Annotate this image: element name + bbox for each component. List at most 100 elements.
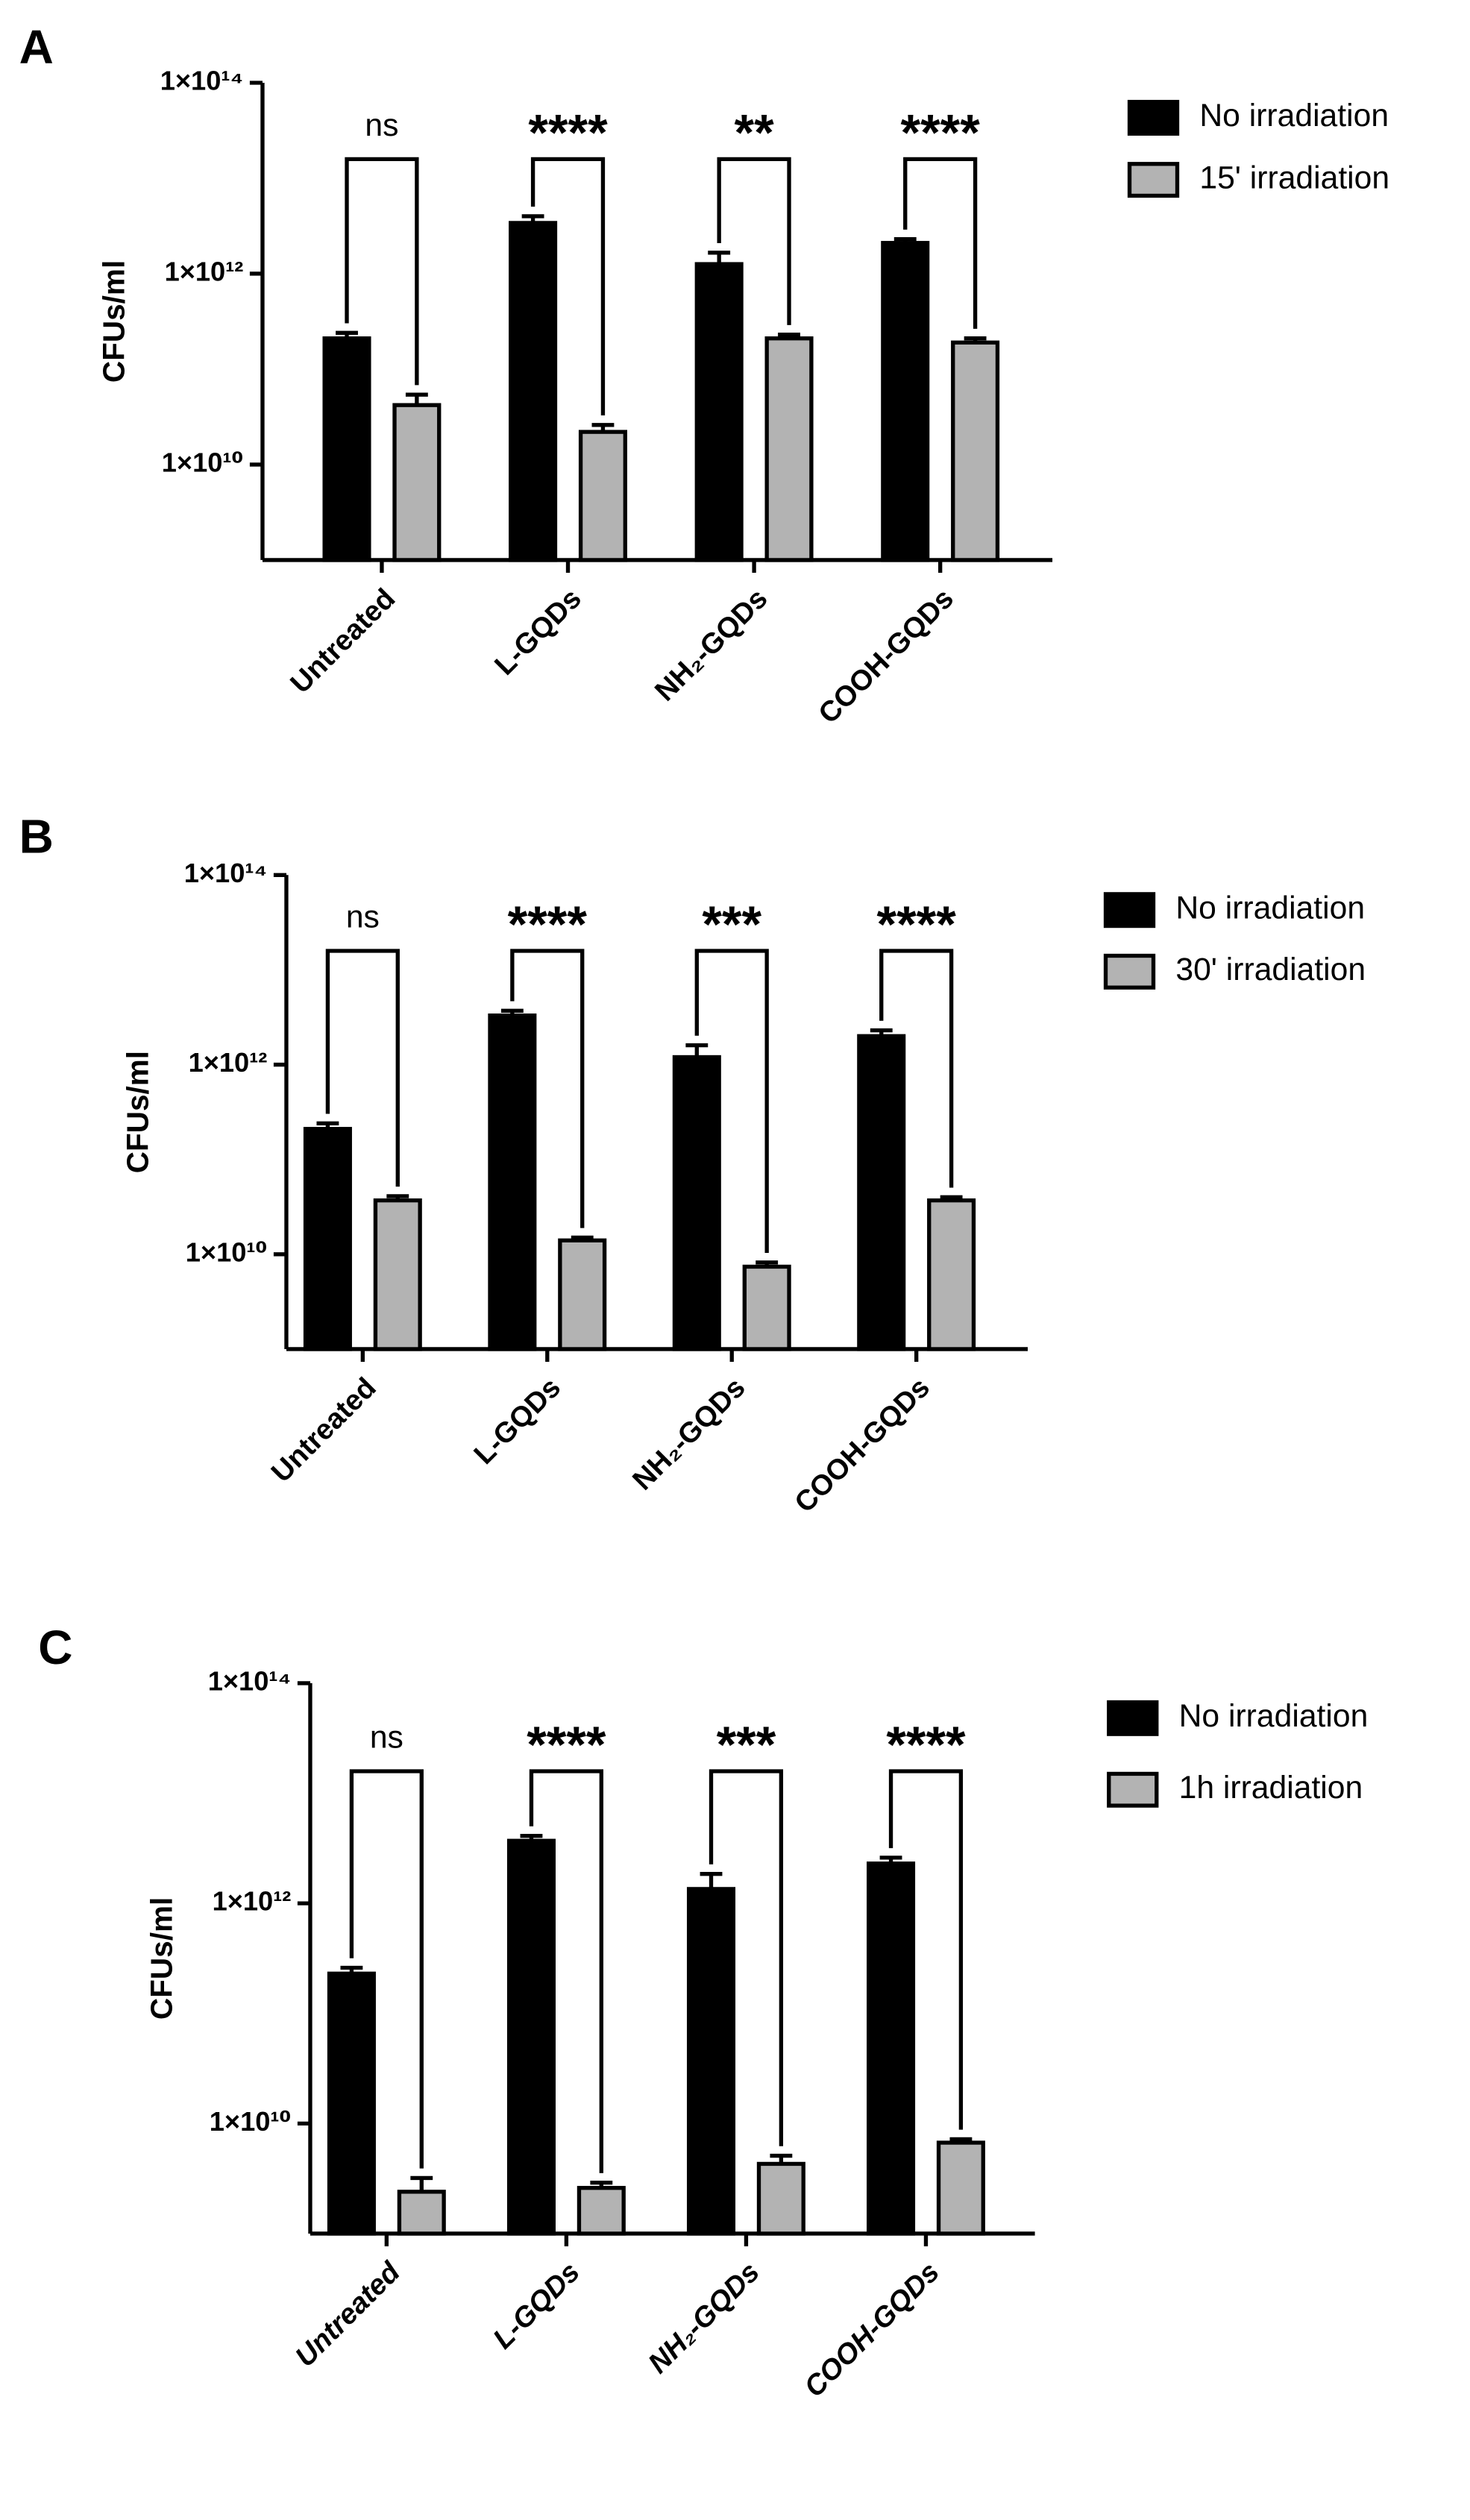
significance-bracket xyxy=(888,1769,964,2130)
error-bar xyxy=(500,1008,524,1016)
error-bar xyxy=(778,332,800,339)
error-bar xyxy=(571,1235,594,1241)
error-bar xyxy=(520,1834,543,1841)
legend-swatch xyxy=(1103,892,1156,928)
bar xyxy=(578,430,627,562)
bar xyxy=(303,1127,352,1351)
error-bar xyxy=(870,1028,893,1037)
legend-label: 1h irradiation xyxy=(1179,1770,1363,1806)
bar xyxy=(322,336,371,562)
bar xyxy=(742,1264,791,1351)
bar xyxy=(392,403,442,562)
significance-bracket xyxy=(345,157,419,386)
legend-label: No irradiation xyxy=(1175,890,1365,926)
legend-label: No irradiation xyxy=(1199,98,1389,133)
y-tick-label: 1×10¹⁰ xyxy=(162,447,244,478)
x-tick-label: NH₂-GQDs xyxy=(626,1371,752,1497)
significance-label: ns xyxy=(346,899,380,935)
significance-bracket xyxy=(529,1769,603,2173)
bar xyxy=(506,1838,556,2236)
x-tick-label: COOH-GQDs xyxy=(798,2256,946,2404)
bar xyxy=(867,1861,916,2236)
legend-swatch xyxy=(1107,1771,1159,1808)
significance-label: **** xyxy=(877,896,957,953)
bar xyxy=(857,1034,906,1351)
error-bar xyxy=(685,1043,709,1058)
x-tick-label: Untreated xyxy=(284,582,401,700)
error-bar xyxy=(521,214,544,223)
legend-label: 30' irradiation xyxy=(1175,952,1366,987)
y-tick-label: 1×10¹⁴ xyxy=(160,66,244,96)
error-bar xyxy=(336,330,358,339)
panel-label: A xyxy=(19,20,54,74)
bar xyxy=(327,1971,376,2236)
bar xyxy=(936,2140,985,2236)
significance-bracket xyxy=(879,949,954,1188)
significance-bracket xyxy=(717,157,791,325)
significance-bracket xyxy=(325,949,400,1187)
y-axis-label: CFUs/ml xyxy=(120,1051,154,1173)
error-bar xyxy=(756,1260,779,1267)
bar xyxy=(488,1013,537,1351)
error-bar xyxy=(700,1872,723,1889)
significance-label: *** xyxy=(702,896,761,953)
legend-label: No irradiation xyxy=(1179,1698,1369,1734)
y-axis-label: CFUs/ml xyxy=(96,260,131,383)
significance-label: **** xyxy=(527,1717,606,1773)
y-tick-label: 1×10¹⁰ xyxy=(186,1237,268,1267)
legend-swatch xyxy=(1127,99,1180,136)
bar xyxy=(373,1198,422,1351)
error-bar xyxy=(879,1856,902,1864)
significance-bracket xyxy=(349,1769,424,2169)
bar xyxy=(951,340,1000,562)
significance-label: ns xyxy=(370,1720,403,1756)
y-tick-label: 1×10¹² xyxy=(213,1886,292,1917)
bar xyxy=(686,1887,736,2236)
bar xyxy=(927,1198,976,1351)
significance-bracket xyxy=(510,949,585,1228)
significance-label: ns xyxy=(365,107,398,143)
x-tick-label: NH₂-GQDs xyxy=(642,2256,766,2380)
error-bar xyxy=(316,1121,339,1129)
significance-bracket xyxy=(694,949,769,1253)
significance-bracket xyxy=(709,1769,784,2146)
significance-label: **** xyxy=(528,105,608,162)
error-bar xyxy=(893,237,917,243)
significance-label: **** xyxy=(508,896,588,953)
x-tick-label: COOH-GQDs xyxy=(788,1371,936,1519)
error-bar xyxy=(590,2181,613,2188)
error-bar xyxy=(591,423,615,433)
x-tick-label: L-GQDs xyxy=(487,2256,586,2355)
bar xyxy=(397,2190,446,2236)
y-tick-label: 1×10¹² xyxy=(165,257,244,287)
x-tick-label: Untreated xyxy=(266,1371,383,1489)
bar xyxy=(756,2161,805,2236)
error-bar xyxy=(708,251,731,265)
error-bar xyxy=(949,2137,973,2143)
y-tick-label: 1×10¹⁰ xyxy=(210,2106,292,2137)
significance-bracket xyxy=(530,157,606,416)
panel-label: C xyxy=(38,1621,72,1674)
panel-label: B xyxy=(19,809,54,863)
y-tick-label: 1×10¹⁴ xyxy=(184,858,268,888)
error-bar xyxy=(410,2175,433,2192)
significance-label: ** xyxy=(735,105,775,162)
legend-swatch xyxy=(1127,162,1180,198)
y-tick-label: 1×10¹⁴ xyxy=(208,1665,292,1696)
error-bar xyxy=(940,1195,963,1201)
significance-label: **** xyxy=(901,105,981,162)
bar xyxy=(764,336,814,562)
error-bar xyxy=(770,2153,793,2164)
x-tick-label: NH₂-GQDs xyxy=(649,582,774,708)
x-tick-label: L-GQDs xyxy=(489,582,588,682)
legend-swatch xyxy=(1103,953,1156,990)
bar xyxy=(509,221,558,562)
y-tick-label: 1×10¹² xyxy=(189,1047,268,1078)
error-bar xyxy=(405,392,428,406)
significance-bracket xyxy=(903,157,978,329)
error-bar xyxy=(386,1194,409,1201)
y-axis-label: CFUs/ml xyxy=(144,1897,178,2020)
bar xyxy=(881,241,930,562)
bar xyxy=(694,262,744,562)
